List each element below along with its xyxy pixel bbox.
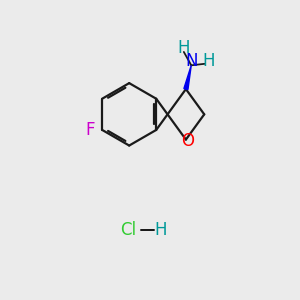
Text: H: H xyxy=(154,221,167,239)
Text: H: H xyxy=(202,52,214,70)
Text: H: H xyxy=(178,39,190,57)
Polygon shape xyxy=(184,65,191,89)
Text: O: O xyxy=(181,132,194,150)
Text: F: F xyxy=(85,121,94,139)
Text: N: N xyxy=(185,52,197,70)
Text: Cl: Cl xyxy=(120,221,136,239)
